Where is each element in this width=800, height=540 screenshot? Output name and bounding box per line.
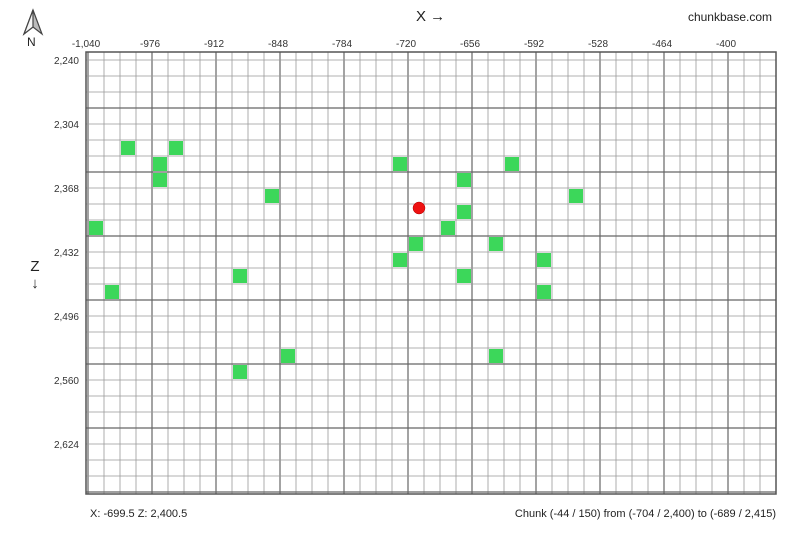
highlighted-chunk[interactable] xyxy=(233,269,247,283)
x-tick-label: -400 xyxy=(716,39,736,50)
z-axis-label: Z ↓ xyxy=(28,258,42,292)
x-tick-label: -784 xyxy=(332,39,352,50)
x-tick-label: -720 xyxy=(396,39,416,50)
highlighted-chunk[interactable] xyxy=(537,253,551,267)
x-tick-label: -1,040 xyxy=(72,39,101,50)
x-tick-label: -848 xyxy=(268,39,288,50)
x-tick-label: -656 xyxy=(460,39,480,50)
z-tick-label: 2,496 xyxy=(54,312,79,323)
highlighted-chunk[interactable] xyxy=(169,141,183,155)
brand-label: chunkbase.com xyxy=(687,10,772,24)
compass-label: N xyxy=(27,35,36,49)
x-axis-label: X → xyxy=(416,8,446,25)
map-border xyxy=(85,51,777,495)
highlighted-chunk[interactable] xyxy=(505,157,519,171)
z-axis-arrow: ↓ xyxy=(31,275,39,292)
z-tick-label: 2,432 xyxy=(54,248,79,259)
highlighted-chunk[interactable] xyxy=(265,189,279,203)
highlighted-chunk[interactable] xyxy=(281,349,295,363)
highlighted-chunk[interactable] xyxy=(153,157,167,171)
highlighted-chunk[interactable] xyxy=(441,221,455,235)
highlighted-chunk[interactable] xyxy=(233,365,247,379)
z-tick-label: 2,304 xyxy=(54,120,79,131)
highlighted-chunk[interactable] xyxy=(121,141,135,155)
chunk-info: Chunk (-44 / 150) from (-704 / 2,400) to… xyxy=(514,508,776,520)
highlighted-chunk[interactable] xyxy=(393,253,407,267)
axis-ticks: -1,040 -976 -912 -848 -784 -720 -656 -592 -528 -4… xyxy=(54,39,736,451)
x-tick-label: -912 xyxy=(204,39,224,50)
highlighted-chunk[interactable] xyxy=(393,157,407,171)
compass: N xyxy=(18,8,48,53)
highlighted-chunk[interactable] xyxy=(153,173,167,187)
x-tick-label: -464 xyxy=(652,39,672,50)
z-tick-label: 2,368 xyxy=(54,184,79,195)
x-tick-label: -976 xyxy=(140,39,160,50)
map-background xyxy=(86,52,776,494)
grid-lines xyxy=(85,51,777,495)
highlighted-chunk[interactable] xyxy=(457,205,471,219)
chunk-cells xyxy=(89,141,583,379)
highlighted-chunk[interactable] xyxy=(489,237,503,251)
z-axis-letter: Z xyxy=(30,258,40,275)
highlighted-chunk[interactable] xyxy=(105,285,119,299)
highlighted-chunk[interactable] xyxy=(569,189,583,203)
highlighted-chunk[interactable] xyxy=(489,349,503,363)
z-tick-label: 2,240 xyxy=(54,56,79,67)
position-marker-icon xyxy=(412,201,426,215)
highlighted-chunk[interactable] xyxy=(89,221,103,235)
highlighted-chunk[interactable] xyxy=(409,237,423,251)
highlighted-chunk[interactable] xyxy=(457,269,471,283)
x-tick-label: -528 xyxy=(588,39,608,50)
highlighted-chunk[interactable] xyxy=(537,285,551,299)
highlighted-chunk[interactable] xyxy=(457,173,471,187)
x-tick-label: -592 xyxy=(524,39,544,50)
cursor-coordinates: X: -699.5 Z: 2,400.5 xyxy=(90,508,188,520)
z-tick-label: 2,560 xyxy=(54,376,79,387)
z-tick-label: 2,624 xyxy=(54,440,79,451)
